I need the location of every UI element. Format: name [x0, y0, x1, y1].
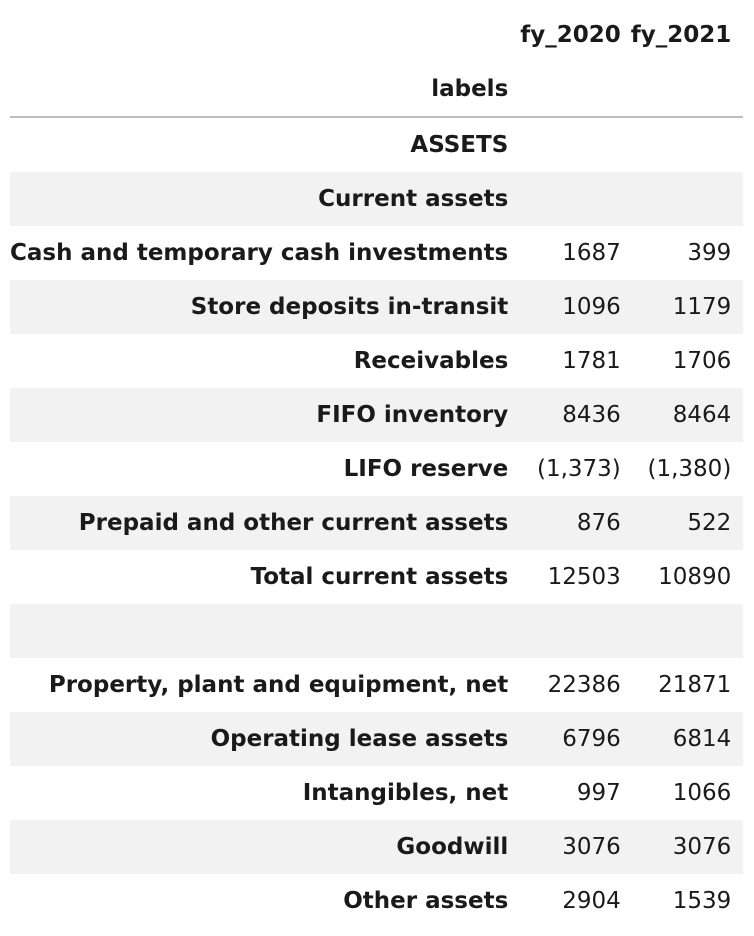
cell-fy-2020: 8436	[562, 402, 621, 428]
cell-fy-2020: 1096	[562, 294, 621, 320]
index-name-row: labels	[10, 62, 744, 118]
cell-fy-2020: 997	[576, 780, 621, 806]
cell-fy-2021: 3076	[672, 834, 732, 860]
row-label: Property, plant and equipment, net	[48, 672, 509, 698]
row-label: Store deposits in-transit	[190, 294, 509, 320]
cell-fy-2021: 1179	[672, 294, 732, 320]
cell-fy-2021: (1,380)	[647, 456, 732, 482]
table-row: LIFO reserve (1,373) (1,380)	[10, 442, 743, 496]
row-label: ASSETS	[410, 132, 509, 158]
cell-fy-2020: 6796	[562, 726, 621, 752]
cell-fy-2021: 522	[687, 510, 732, 536]
cell-fy-2020: 12503	[547, 564, 621, 590]
row-label: Goodwill	[396, 834, 509, 860]
column-header-fy-2021: fy_2021	[630, 22, 732, 48]
cell-fy-2021: 399	[687, 240, 732, 266]
column-header-row: fy_2020 fy_2021	[10, 8, 743, 62]
table-row: Other assets 2904 1539	[10, 874, 743, 928]
row-label: Current assets	[318, 186, 509, 212]
cell-fy-2021: 6814	[672, 726, 732, 752]
table-row: FIFO inventory 8436 8464	[10, 388, 744, 442]
table-row: Total current assets 12503 10890	[10, 550, 743, 604]
cell-fy-2020: 876	[576, 510, 621, 536]
blank-corner-cell	[10, 8, 520, 62]
cell-fy-2021: 8464	[672, 402, 732, 428]
cell-fy-2020	[520, 172, 631, 226]
row-label: Receivables	[353, 348, 509, 374]
row-label: Intangibles, net	[302, 780, 509, 806]
cell-fy-2021: 1066	[672, 780, 732, 806]
row-label: LIFO reserve	[343, 456, 509, 482]
cell-fy-2020	[520, 117, 631, 172]
cell-fy-2021: 10890	[658, 564, 732, 590]
table-row: Receivables 1781 1706	[10, 334, 743, 388]
row-label: Cash and temporary cash investments	[10, 240, 509, 266]
table-row: Intangibles, net 997 1066	[10, 766, 743, 820]
cell-fy-2020: 1687	[562, 240, 621, 266]
table-row: ASSETS	[10, 117, 743, 172]
column-header-fy-2020: fy_2020	[520, 22, 621, 48]
table-row: Store deposits in-transit 1096 1179	[10, 280, 744, 334]
row-label	[10, 604, 520, 658]
balance-sheet-table: fy_2020 fy_2021 labels ASSETS Current as…	[10, 8, 744, 928]
table-row: Current assets	[10, 172, 744, 226]
cell-fy-2020: 22386	[547, 672, 621, 698]
index-name-blank-cell	[520, 62, 631, 118]
cell-fy-2020: (1,373)	[536, 456, 621, 482]
row-label: Total current assets	[250, 564, 509, 590]
table-row	[10, 604, 744, 658]
table-row: Property, plant and equipment, net 22386…	[10, 658, 743, 712]
row-label: FIFO inventory	[316, 402, 509, 428]
cell-fy-2020: 1781	[562, 348, 621, 374]
cell-fy-2021: 21871	[658, 672, 732, 698]
cell-fy-2021	[631, 604, 744, 658]
cell-fy-2021: 1706	[672, 348, 732, 374]
cell-fy-2020: 3076	[562, 834, 621, 860]
row-label: Prepaid and other current assets	[78, 510, 509, 536]
cell-fy-2021	[631, 117, 744, 172]
cell-fy-2020	[520, 604, 631, 658]
cell-fy-2021: 1539	[672, 888, 732, 914]
table-body: ASSETS Current assets Cash and temporary…	[10, 117, 744, 928]
cell-fy-2021	[631, 172, 744, 226]
row-label: Operating lease assets	[210, 726, 509, 752]
index-name-header: labels	[10, 62, 521, 118]
table-row: Prepaid and other current assets 876 522	[10, 496, 744, 550]
table-row: Operating lease assets 6796 6814	[10, 712, 744, 766]
table-row: Goodwill 3076 3076	[10, 820, 744, 874]
table-header: fy_2020 fy_2021 labels	[10, 8, 744, 118]
table-row: Cash and temporary cash investments 1687…	[10, 226, 743, 280]
cell-fy-2020: 2904	[562, 888, 621, 914]
row-label: Other assets	[343, 888, 509, 914]
index-name-blank-cell	[630, 62, 744, 118]
